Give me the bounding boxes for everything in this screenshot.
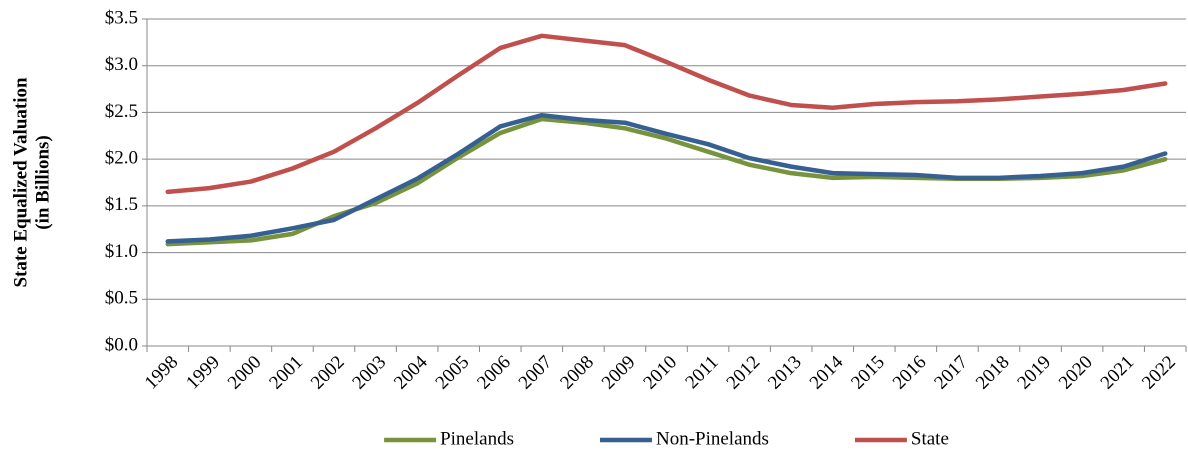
x-tick-label: 2015 xyxy=(847,352,889,394)
y-tick-label: $1.0 xyxy=(105,241,138,262)
x-tick-label: 1999 xyxy=(182,352,224,394)
legend: Pinelands Non-Pinelands State xyxy=(384,428,949,449)
y-tick-label: $0.0 xyxy=(105,334,138,355)
x-tick-label: 2019 xyxy=(1013,352,1055,394)
y-tick-label: $1.5 xyxy=(105,194,138,215)
x-tick-label: 2001 xyxy=(265,352,307,394)
x-tick-label: 2017 xyxy=(930,352,972,394)
y-tick-label: $3.5 xyxy=(105,7,138,28)
x-tick-label: 2018 xyxy=(972,352,1014,394)
y-axis-title: (in Billions) xyxy=(32,135,53,230)
legend-label: Pinelands xyxy=(440,428,514,449)
x-tick-label: 2021 xyxy=(1097,352,1139,394)
x-tick-label: 2010 xyxy=(639,352,681,394)
x-tick-label: 2000 xyxy=(224,352,266,394)
x-tick-label: 2012 xyxy=(723,352,765,394)
x-tick-label: 2002 xyxy=(307,352,349,394)
x-tick-label: 2011 xyxy=(681,352,722,393)
y-tick-label: $0.5 xyxy=(105,288,138,309)
x-tick-label: 2013 xyxy=(764,352,806,394)
series-line xyxy=(165,33,1168,195)
x-tick-label: 2007 xyxy=(515,352,557,394)
x-tick-label: 2020 xyxy=(1055,352,1097,394)
x-tick-label: 2022 xyxy=(1138,352,1180,394)
y-tick-label: $2.5 xyxy=(105,101,138,122)
x-tick-label: 2009 xyxy=(598,352,640,394)
x-tick-label: 2003 xyxy=(348,352,390,394)
x-tick-label: 2016 xyxy=(889,352,931,394)
y-axis-title: State Equalized Valuation xyxy=(10,77,31,288)
x-tick-label: 1998 xyxy=(141,352,183,394)
x-tick-label: 2006 xyxy=(473,352,515,394)
y-tick-label: $2.0 xyxy=(105,148,138,169)
x-tick-label: 2004 xyxy=(390,351,432,393)
legend-label: Non-Pinelands xyxy=(656,428,769,449)
series-line xyxy=(165,112,1168,244)
x-tick-label: 2008 xyxy=(556,352,598,394)
y-tick-label: $3.0 xyxy=(105,54,138,75)
legend-label: State xyxy=(911,428,949,449)
x-tick-label: 2005 xyxy=(432,352,474,394)
x-tick-label: 2014 xyxy=(806,351,848,393)
